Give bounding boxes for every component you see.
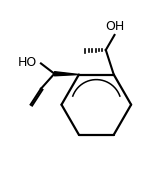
Text: HO: HO <box>18 56 37 69</box>
Text: OH: OH <box>106 20 125 33</box>
Polygon shape <box>54 72 79 76</box>
